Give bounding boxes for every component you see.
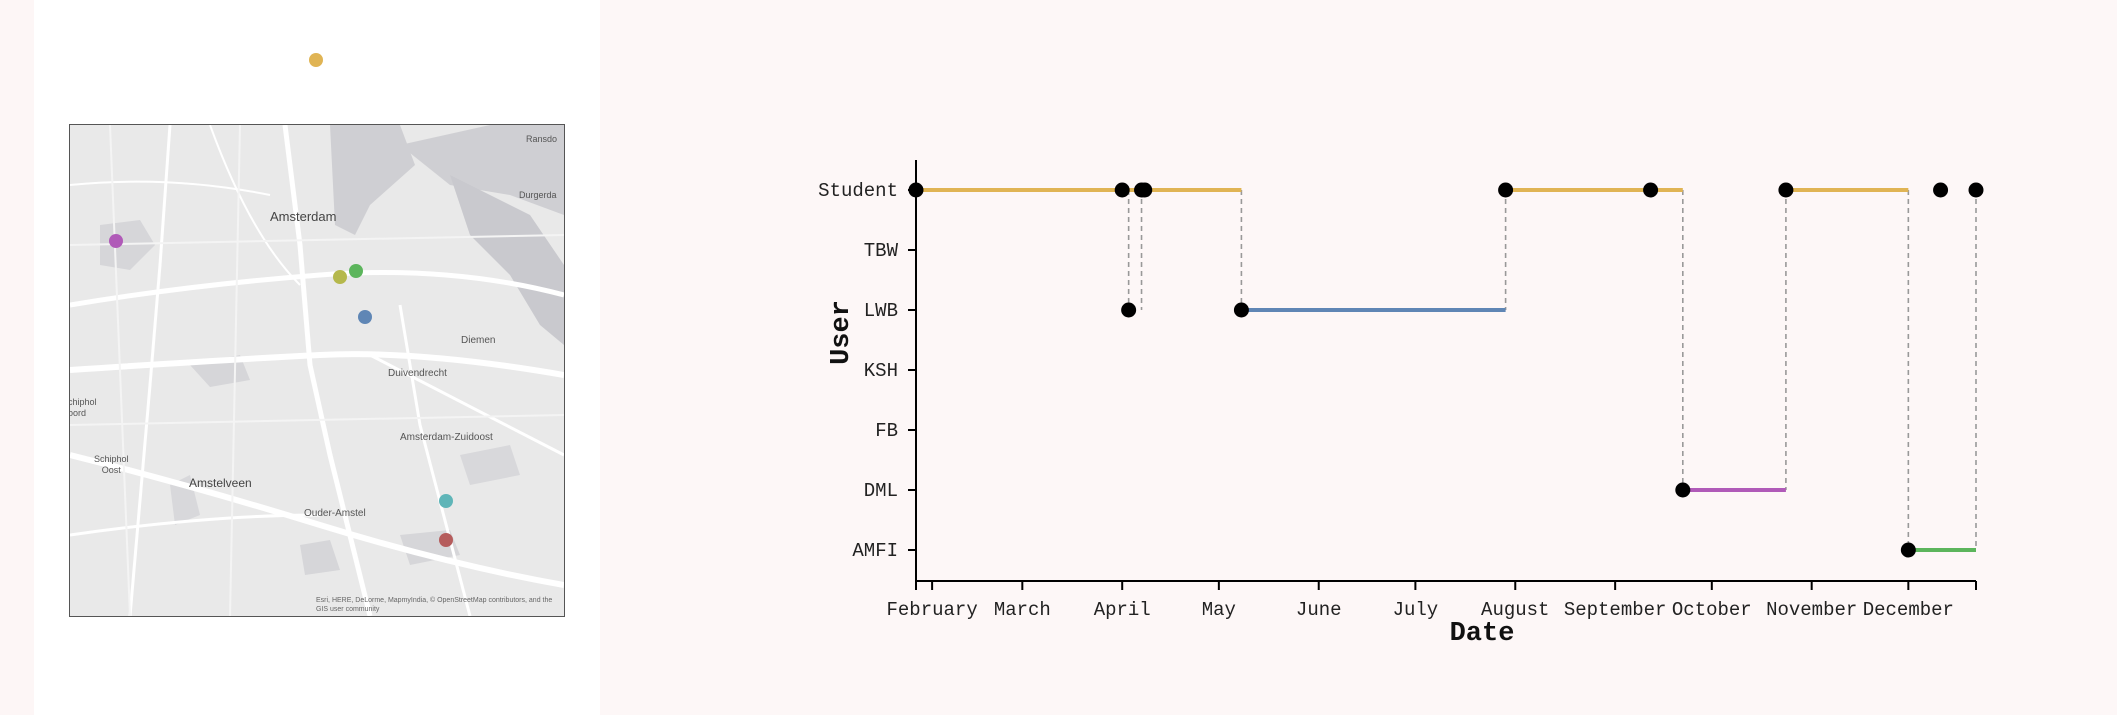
map-label-schiphol-noord: chiphol oord (69, 397, 97, 418)
x-tick-label: June (1296, 599, 1342, 621)
dml-marker[interactable] (109, 234, 123, 248)
x-tick-label: November (1766, 599, 1857, 621)
data-point (1498, 182, 1514, 198)
map-label-amsterdam: Amsterdam (270, 209, 337, 224)
y-tick-label: LWB (864, 300, 898, 322)
data-point (908, 182, 924, 198)
data-point (1900, 542, 1916, 558)
data-point (1675, 482, 1691, 498)
data-point (1137, 182, 1153, 198)
map-label-amsterdam-zuidoost: Amsterdam-Zuidoost (400, 432, 493, 443)
tbw-marker[interactable] (333, 270, 347, 284)
y-tick-label: DML (864, 480, 898, 502)
fb-marker[interactable] (439, 494, 453, 508)
x-tick-label: July (1393, 599, 1439, 621)
x-tick-label: May (1202, 599, 1236, 621)
x-tick-label: March (994, 599, 1051, 621)
y-tick-label: FB (875, 420, 898, 442)
data-point (1114, 182, 1130, 198)
map-label-durgerdam: Durgerda (519, 190, 557, 200)
x-tick-label: September (1564, 599, 1667, 621)
data-point (1121, 302, 1137, 318)
y-tick-label: KSH (864, 360, 898, 382)
map-label-duivendrecht: Duivendrecht (388, 368, 447, 379)
data-point (1933, 182, 1949, 198)
data-point (1233, 302, 1249, 318)
basemap (70, 125, 564, 616)
x-tick-label: December (1863, 599, 1954, 621)
x-tick-label: August (1481, 599, 1549, 621)
data-point (1643, 182, 1659, 198)
map-attribution: Esri, HERE, DeLorme, MapmyIndia, © OpenS… (316, 597, 553, 613)
data-point (1778, 182, 1794, 198)
chart-panel (600, 0, 2117, 715)
x-tick-label: October (1672, 599, 1752, 621)
ksh-marker[interactable] (439, 533, 453, 547)
y-axis-title: User (827, 300, 857, 365)
map-view[interactable]: Amsterdam Ransdo Durgerda Diemen Duivend… (69, 124, 565, 617)
lwb-marker[interactable] (358, 310, 372, 324)
map-label-ouder-amstel: Ouder-Amstel (304, 508, 366, 519)
amfi-marker[interactable] (349, 264, 363, 278)
map-label-amstelveen: Amstelveen (189, 476, 252, 490)
map-label-diemen: Diemen (461, 335, 496, 346)
data-point (1968, 182, 1984, 198)
y-tick-label: TBW (864, 240, 899, 262)
student-marker[interactable] (309, 53, 323, 67)
y-tick-label: AMFI (852, 540, 898, 562)
x-axis-title: Date (1450, 619, 1515, 649)
x-tick-label: February (887, 599, 978, 621)
x-tick-label: April (1094, 599, 1151, 621)
map-label-schiphol-oost: Schiphol Oost (94, 454, 129, 475)
y-tick-label: Student (818, 180, 898, 202)
map-label-ransdorp: Ransdo (526, 134, 558, 144)
